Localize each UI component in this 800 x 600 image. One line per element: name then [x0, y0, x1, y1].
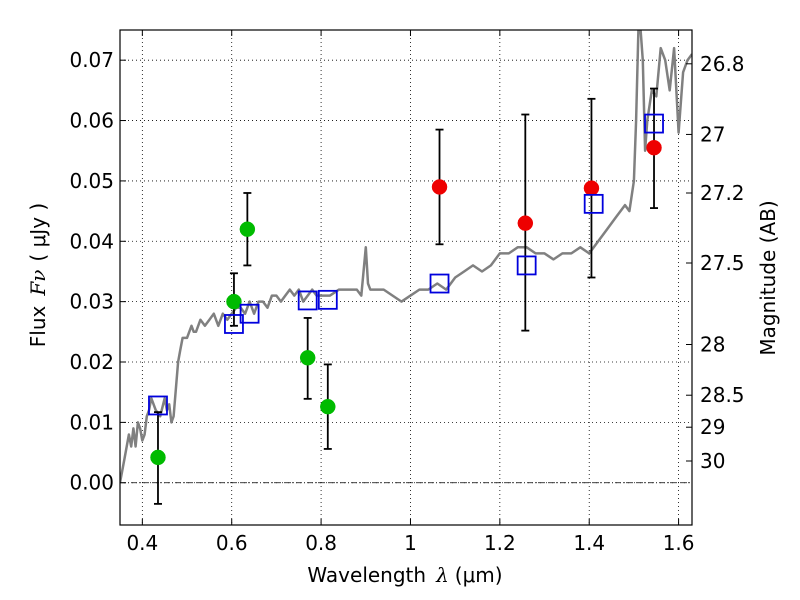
x-axis-label-symbol: λ: [435, 563, 449, 587]
green-data-point: [320, 398, 336, 415]
y-tick-label: 0.06: [69, 109, 114, 133]
x-tick-label: 1.6: [663, 531, 695, 555]
magnitude-tick-label: 30: [700, 449, 725, 473]
green-data-point: [150, 449, 166, 466]
green-data-point: [299, 350, 316, 366]
y-tick-label: 0.03: [69, 290, 114, 314]
y-axis-label: Flux Fν ( μJy ): [26, 203, 50, 347]
magnitude-tick-label: 27.5: [700, 251, 745, 275]
y-axis-label-symbol: Fν: [26, 270, 50, 297]
model-square-marker: [224, 314, 244, 334]
x-tick-label: 0.8: [305, 531, 337, 555]
red-data-point: [431, 179, 448, 195]
model-square-marker: [516, 255, 537, 276]
x-axis-label: Wavelength λ (μm): [307, 563, 502, 587]
magnitude-tick-label: 28.5: [700, 383, 745, 407]
data-layer: [120, 30, 692, 505]
model-square-marker: [429, 273, 450, 294]
y-tick-label: 0.00: [69, 471, 114, 495]
green-data-point: [226, 293, 242, 310]
x-axis-label-unit: (μm): [455, 563, 503, 587]
model-square-marker: [583, 193, 604, 214]
y-axis-label-prefix: Flux: [26, 305, 50, 347]
y-tick-label: 0.05: [69, 169, 114, 193]
x-tick-label: 1.4: [573, 531, 605, 555]
model-square-marker: [239, 303, 260, 324]
x-axis-label-prefix: Wavelength: [307, 563, 426, 587]
magnitude-tick-label: 28: [700, 333, 725, 357]
green-data-point: [239, 221, 256, 237]
y-tick-label: 0.07: [69, 48, 114, 72]
model-square-marker: [148, 395, 168, 416]
sed-model-line: [120, 30, 692, 483]
red-data-point: [517, 215, 534, 231]
x-tick-label: 0.6: [216, 531, 248, 555]
magnitude-tick-label: 26.8: [700, 52, 745, 76]
magnitude-tick-label: 27.2: [700, 181, 745, 205]
plot-frame: [119, 29, 693, 526]
y2-axis-label: Magnitude (AB): [756, 200, 780, 355]
x-tick-label: 1.2: [484, 531, 516, 555]
tick-layer: 0.4 0.6 0.8 1 1.2 1.4 1.6 0.00 0.01 0.02 0.03 0.04 0…: [69, 30, 745, 555]
model-square-marker: [297, 290, 318, 311]
magnitude-tick-label: 29: [700, 415, 725, 439]
x-tick-label: 1: [404, 531, 417, 555]
model-square-marker: [644, 113, 664, 134]
y-axis-label-unit: ( μJy ): [26, 203, 50, 262]
red-data-point: [583, 180, 600, 196]
y-tick-label: 0.04: [69, 229, 114, 253]
red-data-point: [646, 139, 662, 156]
model-square-marker: [317, 289, 338, 310]
y-tick-label: 0.01: [69, 410, 114, 434]
y-tick-label: 0.02: [69, 350, 114, 374]
magnitude-tick-label: 27: [700, 122, 725, 146]
x-tick-label: 0.4: [126, 531, 158, 555]
grid-layer: [120, 30, 692, 525]
